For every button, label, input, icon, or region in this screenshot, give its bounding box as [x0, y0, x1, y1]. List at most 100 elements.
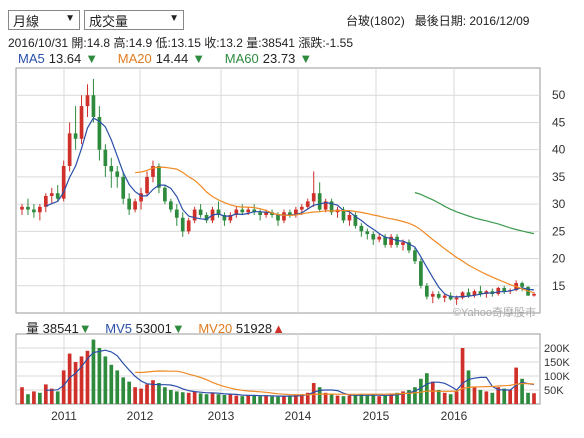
volume-bar [490, 392, 495, 404]
mv20-value: 51928 [235, 321, 273, 336]
candle-body [20, 206, 24, 210]
ma60-line [414, 191, 535, 235]
volume-bar [282, 395, 286, 404]
candle-body [383, 236, 388, 245]
candle-body [133, 201, 137, 210]
candle-body [353, 215, 358, 226]
volume-bar [145, 384, 149, 404]
stock-name-code: 台玻(1802) [346, 14, 405, 28]
price-panel-frame [15, 67, 541, 314]
ma5-arrow: ▼ [85, 51, 99, 66]
volume-tick-label: 200K [544, 343, 570, 355]
volume-bar [526, 392, 530, 404]
volume-bar [246, 395, 251, 404]
last-date: 最後日期: 2016/12/09 [414, 14, 530, 28]
volume-bar [240, 396, 245, 404]
volume-bar [43, 384, 48, 404]
candle-body [109, 166, 114, 172]
volume-bar [520, 378, 524, 404]
volume-bar [228, 394, 233, 404]
candle-body [448, 295, 453, 300]
ma60-value: 23.73 [262, 51, 296, 66]
mv20-line [135, 370, 535, 396]
volume-bar [151, 380, 155, 404]
ma20-arrow: ▼ [192, 51, 206, 66]
volume-bar [276, 396, 280, 404]
info-volume: 量:38541 [246, 36, 295, 50]
info-change: 漲跌:-1.55 [298, 36, 354, 50]
volume-bar [347, 395, 352, 404]
volume-bar [484, 391, 489, 404]
vol-value: 38541 [42, 321, 79, 336]
volume-bar [79, 356, 84, 404]
candle-body [389, 236, 393, 245]
candle-body [139, 193, 143, 202]
candle-body [204, 215, 209, 221]
candle-body [371, 234, 376, 240]
price-tick-label: 15 [552, 279, 566, 293]
info-low: 低:13.15 [155, 36, 201, 50]
candle-body [317, 193, 322, 210]
price-tick-label: 25 [552, 224, 566, 238]
price-tick-label: 45 [552, 115, 566, 129]
period-select[interactable]: 月線 ▼ [8, 10, 80, 30]
volume-bar [61, 370, 66, 404]
volume-bar [186, 392, 191, 404]
candle-body [192, 209, 197, 221]
candle-body [341, 209, 346, 221]
volume-bar [85, 350, 90, 404]
volume-bar [508, 390, 513, 404]
mv5-arrow: ▼ [171, 321, 185, 336]
candle-body [157, 166, 161, 188]
indicator-select[interactable]: 成交量 ▼ [84, 10, 184, 30]
ma60-arrow: ▼ [299, 51, 313, 66]
volume-bar [532, 393, 536, 404]
vol-label: 量 [26, 321, 40, 336]
volume-bar [198, 393, 203, 404]
candle-body [55, 193, 60, 199]
volume-bar [353, 395, 358, 404]
chevron-down-icon: ▼ [169, 13, 179, 24]
candle-body [222, 215, 227, 221]
candle-body [252, 209, 257, 213]
volume-bar [139, 388, 143, 404]
candle-body [478, 291, 483, 294]
candle-body [496, 287, 501, 294]
price-tick-label: 50 [552, 88, 566, 102]
candle-body [26, 206, 30, 210]
volume-tick-label: 150K [544, 357, 570, 369]
candle-body [216, 209, 221, 215]
volume-bar [258, 396, 262, 404]
volume-bar [38, 392, 42, 404]
candle-body [32, 209, 36, 213]
volume-bar [371, 395, 376, 404]
candle-body [103, 149, 108, 166]
candle-body [502, 287, 507, 292]
volume-bar [234, 395, 239, 404]
mv5-label: MV5 [105, 321, 133, 336]
candle-body [73, 133, 78, 139]
candle-body [407, 242, 411, 251]
candle-body [377, 236, 382, 240]
volume-tick-label: 50K [544, 385, 564, 397]
ma5-label: MA5 [18, 51, 45, 66]
volume-bar [67, 353, 72, 404]
volume-bar [216, 394, 221, 404]
candle-body [282, 212, 286, 221]
volume-bar [127, 381, 132, 404]
candle-body [359, 225, 364, 232]
volume-bar [401, 391, 405, 404]
volume-bar [496, 387, 501, 404]
x-tick-label: 2012 [127, 409, 154, 423]
volume-bar [264, 395, 268, 404]
volume-bar [91, 339, 96, 404]
ma5-line [45, 117, 535, 298]
price-tick-label: 20 [552, 252, 566, 266]
candle-body [38, 206, 42, 213]
price-info-row: 2016/10/31 開:14.8 高:14.9 低:13.15 收:13.2 … [8, 34, 353, 51]
candle-body [442, 295, 447, 298]
candle-body [329, 201, 334, 213]
candle-body [163, 187, 167, 202]
watermark: ©Yahoo奇摩股市 [453, 305, 536, 319]
